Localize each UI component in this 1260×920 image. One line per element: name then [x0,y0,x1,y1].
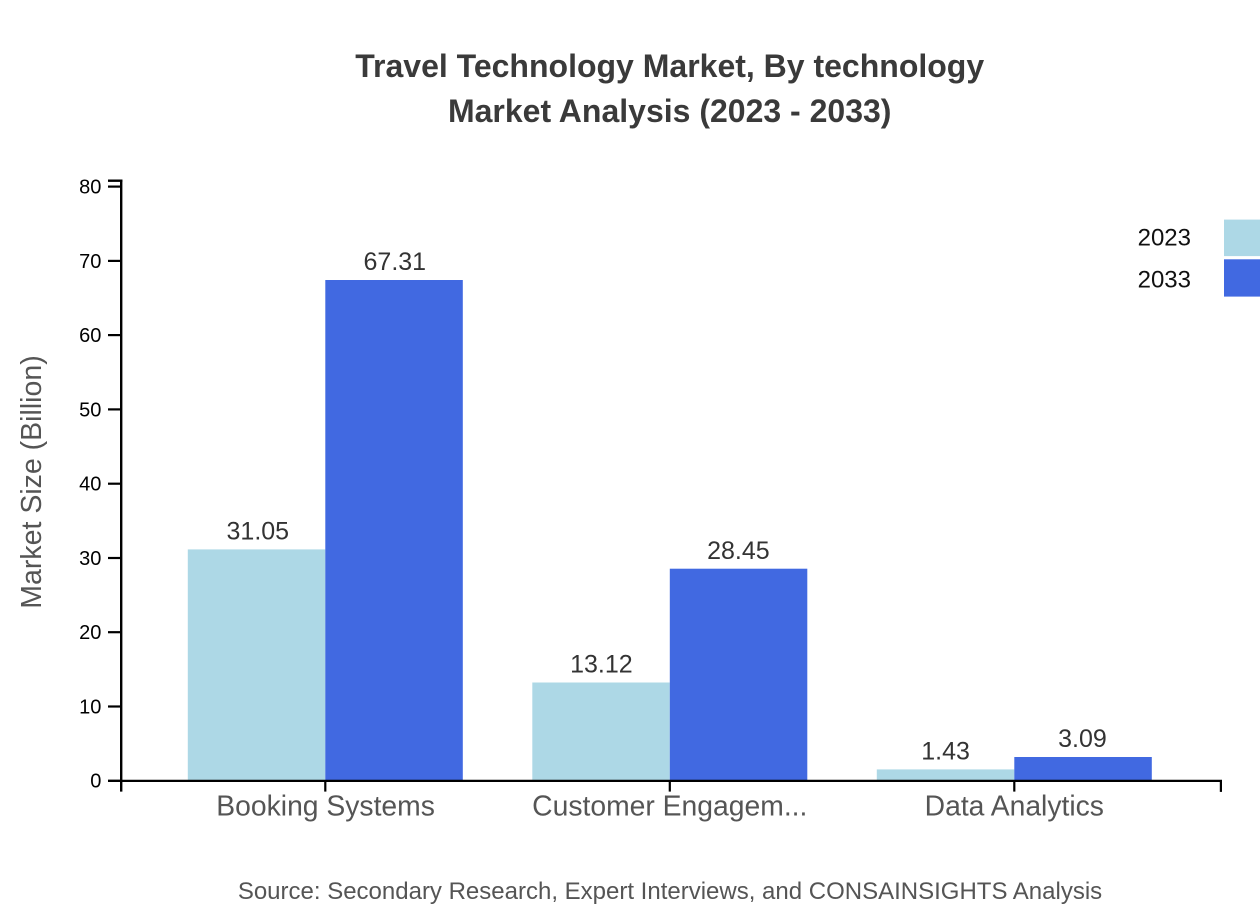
svg-text:13.12: 13.12 [570,651,633,679]
svg-text:20: 20 [79,622,101,644]
svg-text:0: 0 [90,771,101,793]
svg-text:67.31: 67.31 [364,248,427,276]
svg-text:10: 10 [79,696,101,718]
svg-text:70: 70 [79,251,101,273]
svg-text:31.05: 31.05 [227,517,290,545]
svg-text:2033: 2033 [1138,267,1191,294]
svg-text:50: 50 [79,399,101,421]
svg-text:Market Analysis (2023 - 2033): Market Analysis (2023 - 2033) [448,93,892,129]
svg-text:Booking Systems: Booking Systems [216,790,435,822]
svg-text:2023: 2023 [1138,225,1191,252]
svg-text:60: 60 [79,325,101,347]
svg-text:80: 80 [79,177,101,199]
svg-text:Travel Technology Market, By t: Travel Technology Market, By technology [355,48,984,84]
svg-text:Customer Engagem...: Customer Engagem... [532,790,807,822]
svg-text:40: 40 [79,474,101,496]
svg-text:Data Analytics: Data Analytics [925,790,1104,822]
svg-text:Market Size (Billion): Market Size (Billion) [16,355,48,608]
svg-text:3.09: 3.09 [1058,725,1107,753]
svg-text:Source: Secondary Research, Ex: Source: Secondary Research, Expert Inter… [238,878,1102,905]
svg-text:28.45: 28.45 [707,537,770,565]
svg-text:30: 30 [79,548,101,570]
svg-text:1.43: 1.43 [921,737,970,765]
